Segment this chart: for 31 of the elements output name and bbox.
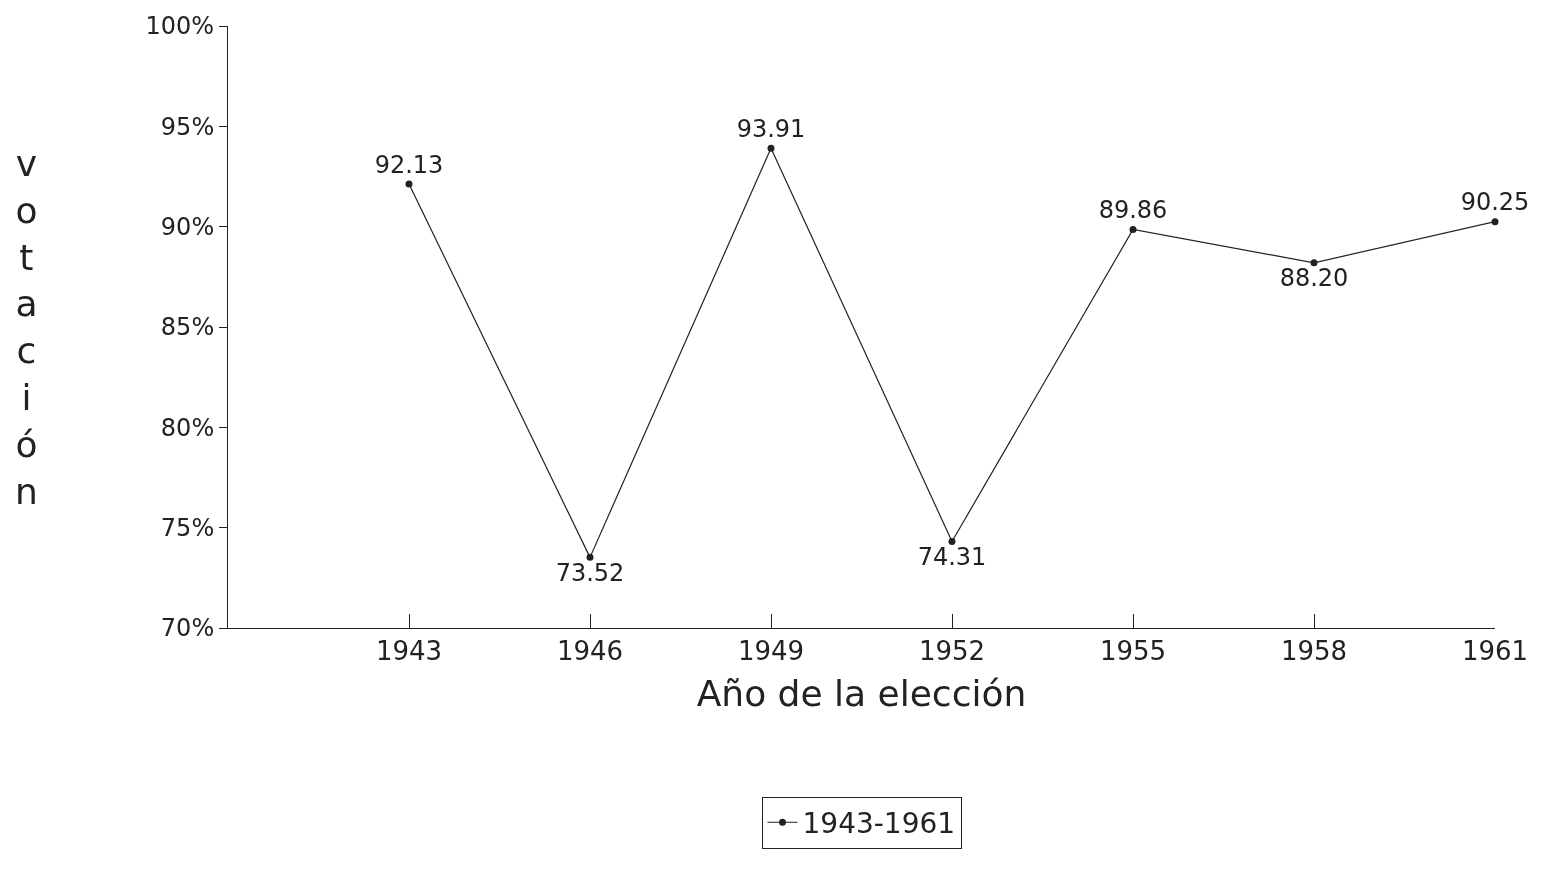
- point: [948, 538, 956, 546]
- data-label: 89.86: [1098, 196, 1168, 225]
- point: [767, 144, 775, 152]
- data-label: 92.13: [374, 150, 444, 179]
- y-tick-label: 80%: [160, 413, 215, 442]
- point: [1310, 259, 1318, 267]
- data-label: 74.31: [917, 542, 987, 571]
- data-label: 93.91: [736, 114, 806, 143]
- y-tick-label: 85%: [160, 313, 215, 342]
- y-tick-label: 75%: [160, 514, 215, 543]
- y-tick-label: 95%: [160, 112, 215, 141]
- x-tick-label: 1961: [1461, 636, 1529, 667]
- y-tick-label: 70%: [160, 614, 215, 643]
- data-label: 90.25: [1460, 188, 1530, 217]
- x-tick-label: 1946: [556, 636, 624, 667]
- x-tick-label: 1943: [375, 636, 443, 667]
- point: [1491, 218, 1499, 226]
- point: [1129, 225, 1137, 233]
- y-tick-label: 90%: [160, 213, 215, 242]
- y-tick-label: 100%: [145, 12, 215, 41]
- legend-label: 1943-1961: [802, 807, 956, 841]
- y-axis-title: votación: [15, 143, 38, 512]
- x-tick-label: 1958: [1280, 636, 1348, 667]
- point: [405, 180, 413, 188]
- point: [586, 553, 594, 561]
- data-label: 73.52: [555, 558, 625, 587]
- x-tick-label: 1949: [737, 636, 805, 667]
- data-label: 88.20: [1279, 264, 1349, 293]
- x-axis-title: Año de la elección: [696, 672, 1027, 714]
- x-tick-label: 1955: [1099, 636, 1167, 667]
- x-tick-label: 1952: [918, 636, 986, 667]
